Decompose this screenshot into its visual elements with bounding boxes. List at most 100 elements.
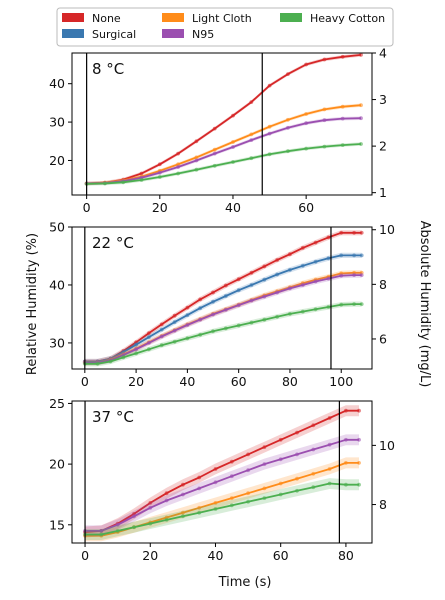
data-point [132,525,136,530]
data-point [157,175,162,179]
data-point [357,482,361,487]
data-point [223,294,228,298]
y-tick-label: 40 [49,76,65,91]
data-point [359,230,364,235]
data-point [344,408,348,413]
data-point [249,298,254,303]
data-point [340,143,345,148]
data-point [288,286,292,291]
data-point [211,329,215,334]
data-point [275,272,279,277]
data-point [229,503,234,508]
data-point [359,273,364,277]
series-band [86,103,361,186]
data-point [185,313,190,317]
data-point [344,461,348,465]
data-point [194,158,199,163]
data-point [213,467,218,471]
data-point [352,230,356,235]
series-n95 [83,434,361,537]
data-point [288,268,292,272]
data-point [223,283,228,288]
data-point [326,276,331,281]
data-point [148,505,153,510]
data-point [359,253,364,258]
data-point [194,167,199,172]
data-point [213,480,218,485]
legend: None Surgical Light Cloth N95 Heavy Cotton [56,7,394,47]
data-point [176,151,181,156]
legend-label: Surgical [92,28,136,41]
data-point [359,302,364,306]
panel-title: 8 °C [92,60,124,78]
data-point [322,118,327,123]
data-point [147,341,151,345]
legend-item-light-cloth: Light Cloth [162,12,252,25]
data-point [286,72,290,76]
series-band [84,272,362,366]
data-point [211,290,215,295]
legend-swatch [280,13,302,22]
series-heavy-cotton [83,478,361,540]
data-point [229,496,234,500]
data-point [352,253,356,258]
data-point [229,474,234,479]
data-point [339,253,344,258]
series-line [85,482,359,536]
data-point [249,156,254,161]
series-band [85,478,359,540]
data-point [246,468,251,473]
data-point [185,305,190,310]
data-point [197,510,202,515]
data-point [164,498,169,503]
data-point [278,481,283,486]
data-point [304,121,308,126]
data-point [278,492,283,497]
data-point [300,246,305,250]
data-point [99,532,104,537]
data-point [300,263,305,268]
y2-tick-label: 8 [379,497,387,512]
x-tick-label: 20 [142,548,158,563]
data-point [157,170,162,175]
x-tick-label: 0 [81,548,89,563]
data-point [198,297,203,302]
y-tick-label: 30 [49,335,65,350]
data-point [313,279,318,284]
data-point [236,288,241,293]
data-point [139,171,144,176]
data-point [229,459,234,464]
data-point [311,423,316,428]
series-line [85,438,359,532]
x-tick-label: 80 [338,548,354,563]
y-tick-label: 40 [49,277,65,292]
data-point [246,452,251,457]
data-point [267,152,272,157]
data-point [278,437,283,442]
series-line [86,117,362,185]
data-point [311,471,316,476]
data-point [352,273,356,277]
data-point [262,317,267,322]
plot-area [84,53,363,186]
data-point [340,116,345,121]
data-point [212,163,217,168]
axes-frame [71,52,373,196]
data-point [194,155,199,160]
series-band [85,405,359,538]
data-point [262,277,267,282]
data-point [213,501,218,505]
data-point [327,467,332,471]
series-band [85,457,359,542]
data-point [139,178,144,182]
x-tick-label: 20 [128,374,144,389]
data-point [327,481,332,486]
y2-tick-label: 1 [379,185,387,200]
panel-title: 37 °C [92,408,134,426]
data-point [304,62,308,67]
data-point [249,138,254,143]
data-point [246,499,251,504]
legend-label: Heavy Cotton [310,12,385,25]
data-point [246,491,251,496]
data-point [164,518,169,522]
